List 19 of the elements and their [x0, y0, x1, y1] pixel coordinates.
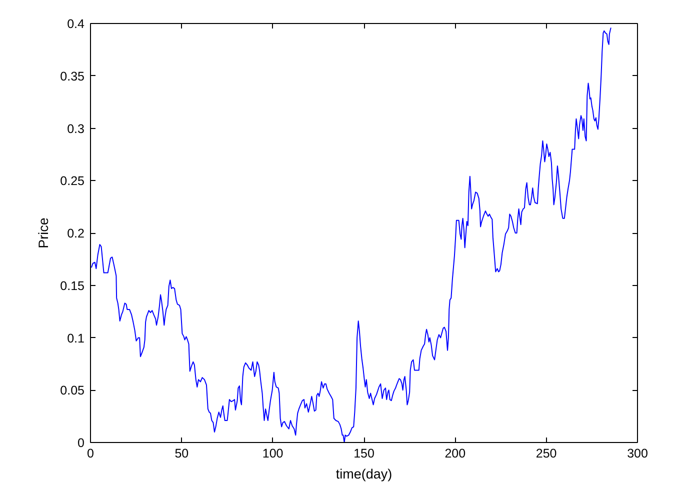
y-tick-label: 0	[78, 436, 85, 450]
x-tick-label: 50	[174, 446, 189, 460]
x-tick-label: 150	[354, 446, 374, 460]
x-tick-label: 0	[87, 446, 94, 460]
x-axis-title: time(day)	[336, 466, 392, 482]
x-tick-label: 100	[262, 446, 284, 460]
y-tick-label: 0.1	[67, 331, 85, 346]
line-series	[90, 27, 612, 442]
y-tick-label: 0.2	[67, 226, 85, 240]
y-tick-label: 0.3	[67, 122, 85, 136]
y-tick-label: 0.05	[60, 384, 85, 398]
y-axis-title: Price	[36, 218, 52, 248]
y-tick-label: 0.35	[60, 69, 85, 84]
x-tick-label: 250	[536, 446, 557, 460]
y-tick-label: 0.4	[67, 17, 85, 31]
y-tick-label: 0.15	[60, 278, 85, 293]
x-tick-label: 200	[444, 446, 466, 460]
y-tick-label: 0.25	[60, 174, 85, 188]
x-tick-label: 300	[627, 446, 648, 460]
